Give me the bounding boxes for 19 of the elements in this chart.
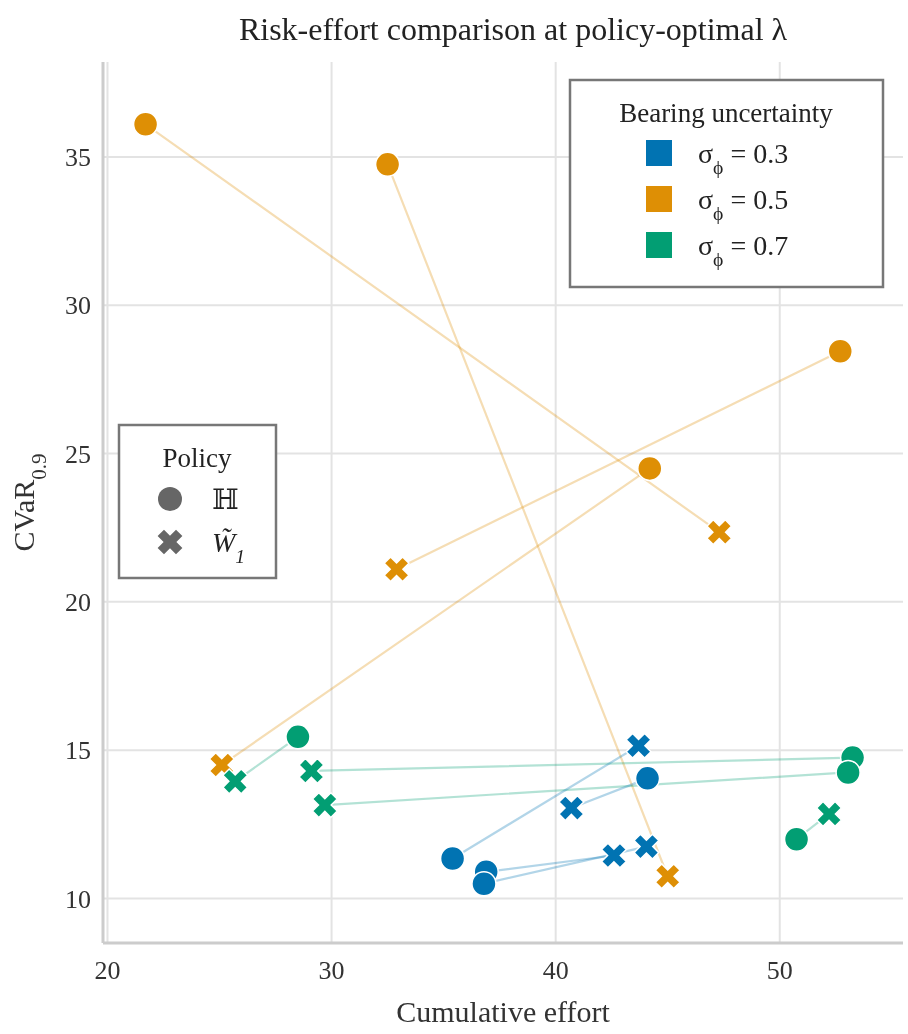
y-tick-label: 10 — [65, 884, 91, 914]
x-tick-label: 30 — [318, 956, 345, 985]
annotation: W̃$_{1}$ — [212, 527, 246, 567]
x-tick-label: 50 — [766, 956, 793, 985]
y-tick-label: 30 — [65, 291, 91, 321]
y-tick-label: 20 — [65, 587, 91, 617]
y-tick-label: 25 — [65, 439, 91, 469]
legend-label: σ$_{ϕ}$ = 0.7 — [698, 230, 789, 270]
legend-title: Bearing uncertainty — [619, 98, 834, 128]
x-axis-title: Cumulative effort — [396, 995, 611, 1028]
y-tick-label: 15 — [65, 736, 91, 766]
legend-label: σ$_{ϕ}$ = 0.3 — [698, 138, 789, 178]
legend-label: σ$_{ϕ}$ = 0.5 — [698, 184, 789, 224]
x-tick-label: 20 — [94, 956, 121, 985]
x-tick-label: 40 — [542, 956, 569, 985]
annotation: Policy — [162, 443, 232, 473]
y-tick-label: 35 — [65, 142, 91, 172]
annotation: ℍ — [212, 484, 239, 515]
chart-title: Risk-effort comparison at policy-optimal λ — [238, 11, 788, 47]
